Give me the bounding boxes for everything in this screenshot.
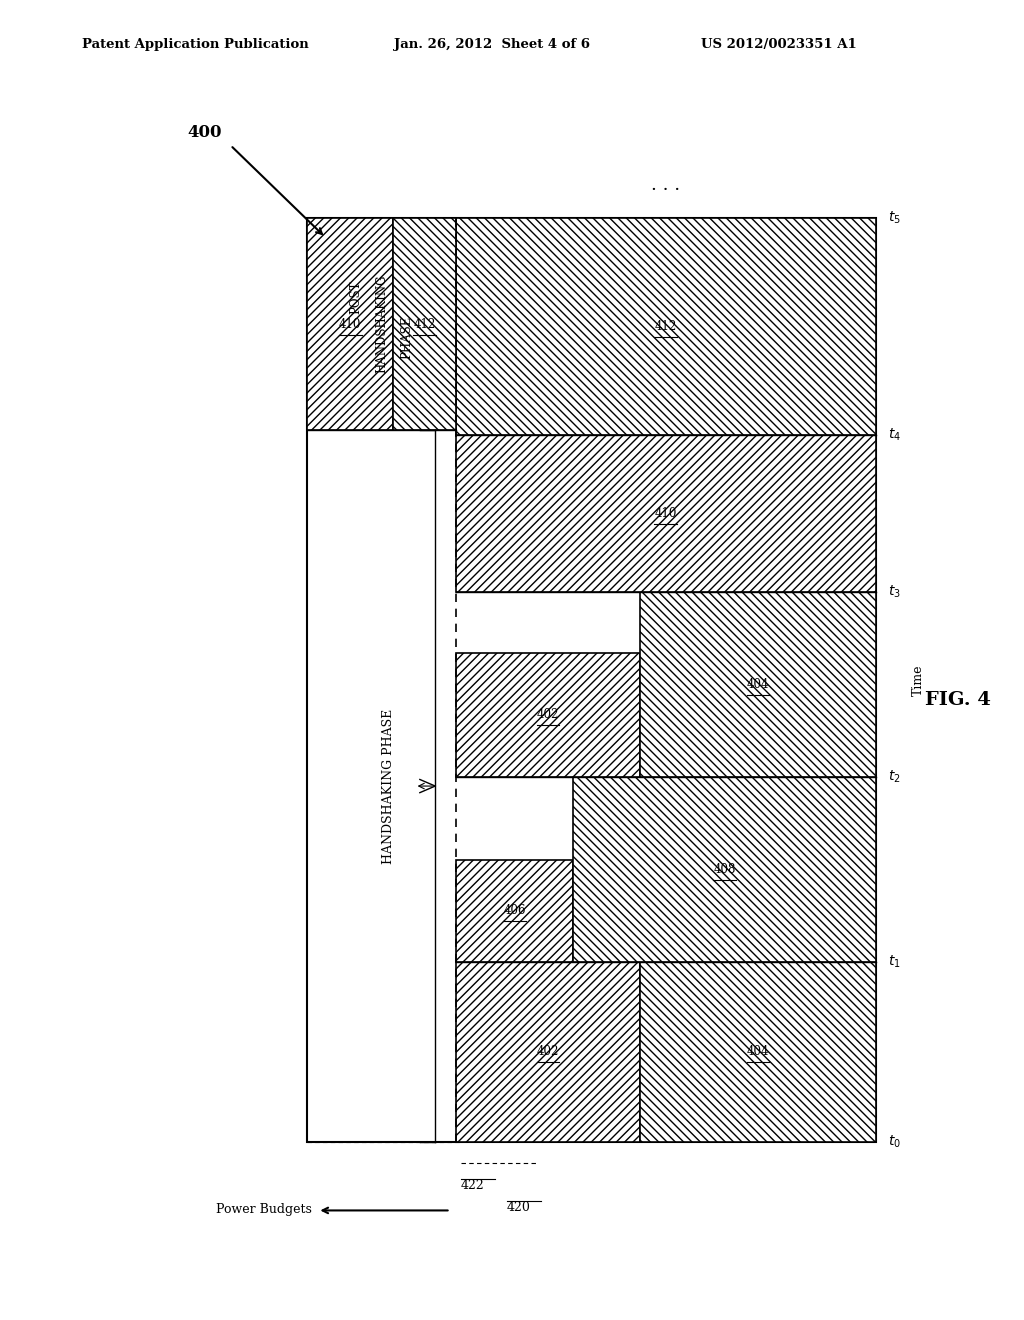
Text: 402: 402 [537, 709, 559, 722]
Bar [640, 591, 876, 776]
Text: 404: 404 [746, 678, 769, 690]
Bar [456, 436, 876, 591]
Text: $t_3$: $t_3$ [888, 583, 901, 601]
Text: 406: 406 [503, 904, 525, 917]
Text: $t_1$: $t_1$ [888, 953, 900, 970]
Text: 408: 408 [713, 863, 735, 875]
Text: $t_5$: $t_5$ [888, 210, 901, 226]
Bar [307, 218, 393, 430]
Text: 404: 404 [746, 1045, 769, 1059]
Text: $t_2$: $t_2$ [888, 768, 900, 785]
Text: Power Budgets: Power Budgets [216, 1203, 312, 1216]
Bar [640, 961, 876, 1142]
Text: HANDSHAKING PHASE: HANDSHAKING PHASE [382, 709, 395, 863]
Bar [573, 776, 876, 961]
Bar [393, 218, 456, 430]
Text: $t_0$: $t_0$ [888, 1134, 901, 1150]
Bar [456, 861, 573, 961]
Text: 400: 400 [187, 124, 222, 140]
Bar [456, 961, 640, 1142]
Text: 422: 422 [461, 1179, 484, 1192]
Text: Jan. 26, 2012  Sheet 4 of 6: Jan. 26, 2012 Sheet 4 of 6 [394, 38, 590, 51]
Text: HANDSHAKING: HANDSHAKING [375, 275, 388, 374]
Text: PHASE: PHASE [400, 315, 414, 359]
Text: 412: 412 [654, 319, 677, 333]
Bar [307, 218, 876, 1142]
Text: POST: POST [349, 281, 362, 314]
Text: 402: 402 [537, 1045, 559, 1059]
Text: . . .: . . . [651, 176, 680, 194]
Bar [456, 218, 876, 436]
Text: FIG. 4: FIG. 4 [925, 690, 990, 709]
Text: US 2012/0023351 A1: US 2012/0023351 A1 [701, 38, 857, 51]
Text: Time: Time [912, 664, 925, 696]
Text: 410: 410 [654, 507, 677, 520]
Bar [456, 653, 640, 776]
Text: Patent Application Publication: Patent Application Publication [82, 38, 308, 51]
Text: 410: 410 [339, 318, 361, 330]
Text: 420: 420 [507, 1201, 530, 1214]
Text: 412: 412 [414, 318, 435, 330]
Text: $t_4$: $t_4$ [888, 426, 901, 444]
